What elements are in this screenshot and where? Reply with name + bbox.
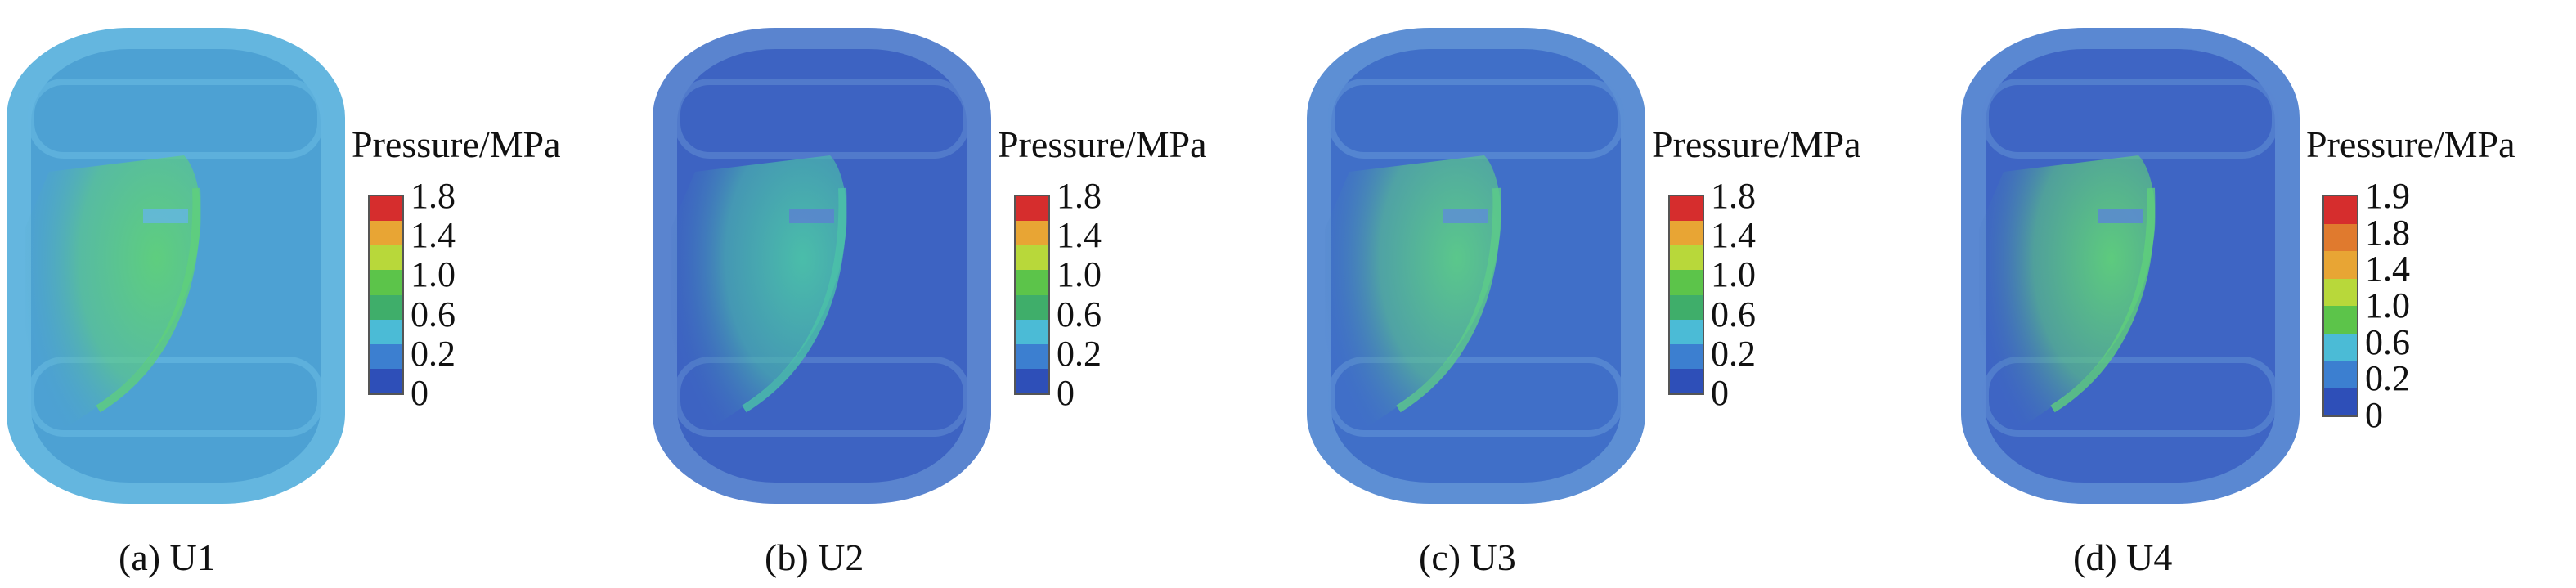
colorbar-tick-label: 0 [1057, 373, 1075, 413]
colorbar-segment [1016, 245, 1048, 271]
colorbar-tick-label: 0 [2365, 395, 2383, 435]
pressure-plume [1325, 155, 1501, 450]
baffle-tab [1443, 209, 1488, 223]
colorbar-tick-label: 1.0 [1711, 254, 1756, 295]
colorbar-segment [1016, 270, 1048, 295]
colorbar-segment [370, 221, 402, 246]
colorbar [1014, 195, 1050, 395]
colorbar-tick-label: 1.4 [411, 215, 456, 256]
colorbar-tick-label: 1.4 [1711, 215, 1756, 256]
panel-caption: (c) U3 [1419, 536, 1516, 578]
colorbar-segment [1016, 221, 1048, 246]
vessel-contour [7, 28, 345, 504]
panel-caption: (b) U2 [765, 536, 864, 578]
colorbar-tick-label: 0.2 [1711, 333, 1756, 374]
panel-4: Pressure/MPa 1.9 1.8 1.4 1.0 0.6 0.2 0 (d) U4 [1954, 0, 2576, 588]
colorbar-segment [1670, 343, 1703, 369]
colorbar-segment [1670, 270, 1703, 295]
colorbar-segment [370, 270, 402, 295]
vessel-ring [1982, 79, 2278, 159]
colorbar-segment [1016, 196, 1048, 222]
colorbar-tick-label: 1.4 [2365, 249, 2410, 290]
colorbar-segment [370, 294, 402, 320]
colorbar-segment [1016, 368, 1048, 393]
colorbar-tick-label: 0.2 [411, 333, 456, 374]
colorbar-tick-label: 1.4 [1057, 215, 1102, 256]
colorbar-segment [370, 368, 402, 393]
vessel-ring [1328, 79, 1624, 159]
colorbar-tick-label: 1.8 [1057, 176, 1102, 216]
pressure-plume [1979, 155, 2156, 450]
colorbar-segment [1670, 221, 1703, 246]
colorbar-tick-label: 1.8 [1711, 176, 1756, 216]
colorbar-segment [1670, 368, 1703, 393]
panel-3: Pressure/MPa 1.8 1.4 1.0 0.6 0.2 0 (c) U3 [1300, 0, 1946, 588]
colorbar [1668, 195, 1704, 395]
colorbar-segment [1670, 294, 1703, 320]
legend-title: Pressure/MPa [998, 123, 1207, 165]
colorbar-segment [2324, 306, 2357, 334]
panel-1: Pressure/MPa 1.8 1.4 1.0 0.6 0.2 0 (a) U1 [0, 0, 646, 588]
baffle-tab [2098, 209, 2143, 223]
colorbar-tick-label: 0.2 [2365, 358, 2410, 399]
colorbar-segment [1670, 245, 1703, 271]
colorbar-tick-label: 1.8 [411, 176, 456, 216]
plume-front [2050, 187, 2156, 413]
colorbar-segment [370, 245, 402, 271]
vessel-contour [1307, 28, 1645, 504]
colorbar [368, 195, 404, 395]
colorbar-segment [2324, 223, 2357, 251]
colorbar [2322, 195, 2358, 417]
colorbar-segment [2324, 361, 2357, 388]
vessel-contour [653, 28, 991, 504]
colorbar-tick-label: 0.6 [1057, 294, 1102, 334]
plume-front [96, 187, 201, 413]
colorbar-segment [2324, 278, 2357, 306]
panel-caption: (a) U1 [119, 536, 216, 578]
colorbar-tick-label: 1.0 [1057, 254, 1102, 295]
plume-front [742, 187, 847, 413]
colorbar-tick-label: 1.9 [2365, 176, 2410, 216]
baffle-tab [143, 209, 188, 223]
colorbar-segment [1670, 319, 1703, 344]
vessel-ring [28, 79, 324, 159]
vessel-contour [1961, 28, 2300, 504]
pressure-plume [25, 155, 201, 450]
legend-title: Pressure/MPa [2306, 123, 2515, 165]
colorbar-segment [370, 319, 402, 344]
legend-title: Pressure/MPa [1652, 123, 1861, 165]
colorbar-segment [370, 343, 402, 369]
baffle-tab [789, 209, 834, 223]
colorbar-segment [1016, 294, 1048, 320]
legend-title: Pressure/MPa [352, 123, 561, 165]
colorbar-segment [370, 196, 402, 222]
pressure-plume [671, 155, 847, 450]
colorbar-segment [1670, 196, 1703, 222]
panel-2: Pressure/MPa 1.8 1.4 1.0 0.6 0.2 0 (b) U2 [646, 0, 1292, 588]
colorbar-tick-label: 0.6 [2365, 321, 2410, 362]
colorbar-tick-label: 0 [411, 373, 429, 413]
vessel-ring [674, 79, 970, 159]
colorbar-tick-label: 1.0 [411, 254, 456, 295]
colorbar-segment [2324, 333, 2357, 361]
colorbar-tick-label: 0.6 [411, 294, 456, 334]
colorbar-segment [1016, 343, 1048, 369]
colorbar-segment [2324, 196, 2357, 224]
colorbar-segment [2324, 251, 2357, 279]
plume-front [1396, 187, 1501, 413]
colorbar-segment [1016, 319, 1048, 344]
panel-caption: (d) U4 [2073, 536, 2173, 578]
colorbar-tick-label: 1.0 [2365, 285, 2410, 325]
colorbar-segment [2324, 388, 2357, 415]
colorbar-tick-label: 0.2 [1057, 333, 1102, 374]
colorbar-tick-label: 0.6 [1711, 294, 1756, 334]
colorbar-tick-label: 1.8 [2365, 212, 2410, 253]
colorbar-tick-label: 0 [1711, 373, 1729, 413]
